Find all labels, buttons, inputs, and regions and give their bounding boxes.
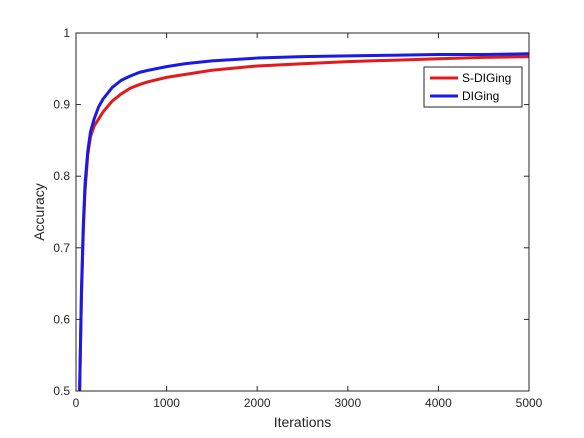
y-tick-label: 0.8 (53, 169, 70, 183)
y-tick-label: 0.9 (53, 98, 70, 112)
x-tick-label: 5000 (516, 396, 543, 410)
y-tick-label: 0.7 (53, 241, 70, 255)
series-line-diging (78, 52, 529, 391)
legend: S-DIGing DIGing (423, 66, 523, 108)
axes: 0 1000 2000 3000 4000 5000 0.5 0.6 0.7 0.8 0.9 1 Ite… (31, 26, 543, 430)
y-tick-label: 0.6 (53, 312, 70, 326)
x-tick-label: 2000 (244, 396, 271, 410)
x-tick-label: 0 (73, 396, 80, 410)
x-tick-label: 1000 (153, 396, 180, 410)
y-tick-label: 0.5 (53, 384, 70, 398)
legend-label-diging: DIGing (462, 89, 499, 103)
y-tick-label: 1 (63, 26, 70, 40)
axes-box (75, 32, 530, 392)
legend-label-s-diging: S-DIGing (462, 71, 511, 85)
series-layer (78, 52, 529, 391)
x-tick-label: 3000 (334, 396, 361, 410)
x-axis-label: Iterations (274, 414, 332, 430)
x-tick-label: 4000 (425, 396, 452, 410)
y-axis-label: Accuracy (31, 183, 47, 241)
legend-box (423, 66, 523, 108)
